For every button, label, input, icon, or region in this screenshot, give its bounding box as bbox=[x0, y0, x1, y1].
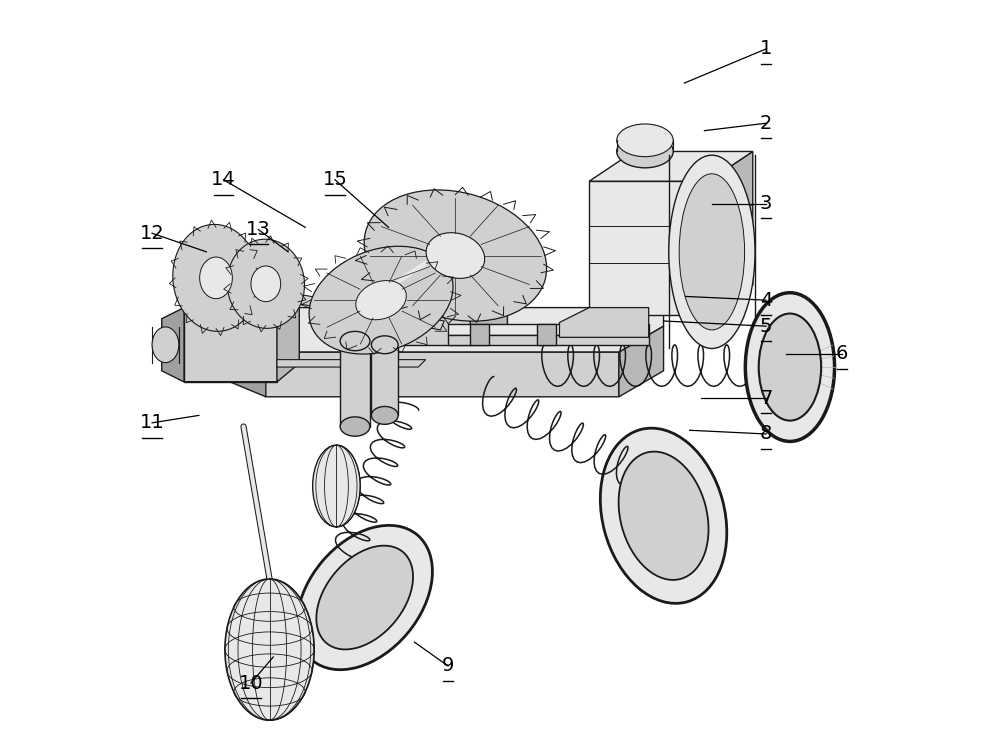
Polygon shape bbox=[559, 308, 649, 337]
Polygon shape bbox=[589, 151, 753, 181]
Ellipse shape bbox=[225, 579, 314, 721]
Text: 12: 12 bbox=[140, 224, 164, 243]
Polygon shape bbox=[184, 308, 277, 382]
Polygon shape bbox=[344, 270, 507, 308]
Ellipse shape bbox=[669, 155, 755, 348]
Polygon shape bbox=[470, 289, 507, 345]
Text: 5: 5 bbox=[760, 317, 772, 336]
Bar bbox=[371, 345, 398, 416]
Bar bbox=[340, 341, 370, 426]
Ellipse shape bbox=[679, 174, 745, 330]
Polygon shape bbox=[299, 295, 444, 330]
Ellipse shape bbox=[313, 445, 360, 527]
Polygon shape bbox=[221, 308, 664, 352]
Ellipse shape bbox=[617, 124, 673, 157]
Ellipse shape bbox=[227, 239, 305, 328]
Ellipse shape bbox=[152, 327, 179, 363]
Polygon shape bbox=[277, 360, 426, 367]
Polygon shape bbox=[184, 289, 299, 382]
Ellipse shape bbox=[251, 266, 281, 302]
Ellipse shape bbox=[371, 336, 398, 354]
Text: 10: 10 bbox=[239, 673, 263, 693]
Bar bbox=[470, 324, 489, 345]
Text: 1: 1 bbox=[760, 40, 772, 58]
Polygon shape bbox=[708, 151, 753, 315]
Ellipse shape bbox=[340, 417, 370, 436]
Polygon shape bbox=[448, 335, 649, 345]
Ellipse shape bbox=[309, 246, 453, 354]
Text: 11: 11 bbox=[140, 413, 164, 432]
Ellipse shape bbox=[364, 190, 547, 321]
Polygon shape bbox=[381, 308, 470, 345]
Bar bbox=[537, 324, 556, 345]
Ellipse shape bbox=[356, 281, 406, 320]
Text: 4: 4 bbox=[760, 291, 772, 309]
Polygon shape bbox=[619, 326, 664, 397]
Ellipse shape bbox=[297, 525, 432, 670]
Ellipse shape bbox=[745, 293, 835, 441]
Text: 15: 15 bbox=[323, 170, 347, 189]
Ellipse shape bbox=[600, 428, 727, 604]
Text: 13: 13 bbox=[246, 220, 271, 239]
Ellipse shape bbox=[407, 294, 444, 321]
Text: 14: 14 bbox=[211, 170, 236, 189]
Text: 9: 9 bbox=[442, 656, 454, 676]
Ellipse shape bbox=[371, 407, 398, 425]
Polygon shape bbox=[448, 324, 649, 335]
Polygon shape bbox=[162, 308, 184, 382]
Text: 8: 8 bbox=[760, 425, 772, 443]
Ellipse shape bbox=[340, 331, 370, 351]
Text: 3: 3 bbox=[760, 194, 772, 213]
Ellipse shape bbox=[200, 257, 232, 299]
Polygon shape bbox=[589, 181, 708, 315]
Ellipse shape bbox=[617, 135, 673, 168]
Polygon shape bbox=[184, 289, 299, 308]
Text: 2: 2 bbox=[760, 114, 772, 133]
Text: 7: 7 bbox=[760, 389, 772, 407]
Ellipse shape bbox=[173, 225, 259, 331]
Polygon shape bbox=[221, 352, 619, 397]
Polygon shape bbox=[221, 352, 266, 397]
Ellipse shape bbox=[316, 545, 413, 649]
Ellipse shape bbox=[759, 314, 821, 421]
Ellipse shape bbox=[619, 452, 709, 580]
Text: 6: 6 bbox=[836, 345, 848, 363]
Ellipse shape bbox=[426, 233, 485, 279]
